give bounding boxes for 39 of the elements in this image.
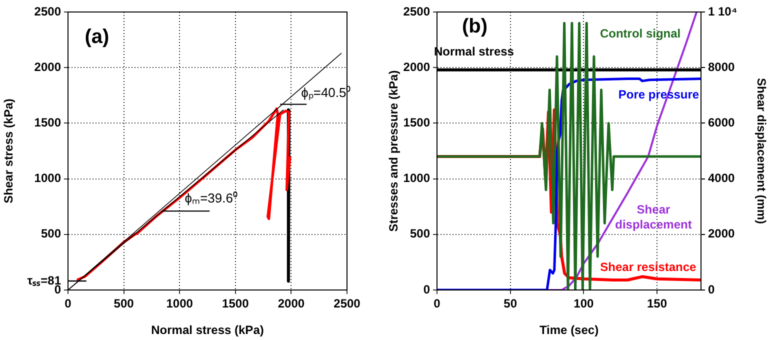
y-tick-label: 2000 [403, 60, 430, 74]
y2-axis-title: Shear displacement (mm) [754, 78, 768, 224]
y2-tick-label: 2000 [708, 226, 736, 241]
x-tick-label: 0 [64, 296, 72, 311]
y-tick-label: 0 [423, 282, 430, 296]
x-tick-label: 0 [434, 296, 441, 311]
x-axis-title: Time (sec) [539, 323, 599, 338]
y2-tick-label: 0 [708, 282, 715, 296]
y-tick-label: 500 [410, 226, 430, 241]
y-tick-label: 1000 [34, 171, 62, 186]
y-tick-label: 2500 [403, 4, 430, 18]
y-tick-label: 1000 [403, 171, 430, 186]
y-axis-title: Stresses and pressure (kPa) [386, 70, 401, 232]
x-tick-label: 50 [504, 296, 518, 311]
x-tick-label: 2500 [334, 296, 361, 311]
y2-tick-label: 1 10⁴ [708, 4, 738, 18]
x-axis-title: Normal stress (kPa) [151, 323, 264, 338]
x-tick-label: 2000 [278, 296, 305, 311]
annotation: (b) [462, 16, 488, 38]
y2-tick-label: 6000 [708, 116, 736, 130]
x-tick-label: 100 [574, 296, 594, 311]
series-label: Control signal [600, 26, 681, 41]
y-tick-label: τₛₛ=81 [27, 273, 62, 288]
series-label: Shear displacement [615, 202, 692, 232]
y-tick-label: 1500 [34, 116, 62, 130]
y2-tick-label: 8000 [708, 60, 736, 74]
y-tick-label: 2500 [34, 4, 62, 18]
annotation: ϕₘ=39.6⁰ [184, 190, 238, 206]
annotation: (a) [84, 26, 110, 48]
y-tick-label: 500 [40, 226, 62, 241]
x-tick-label: 1000 [166, 296, 194, 311]
y-axis-title: Shear stress (kPa) [2, 98, 16, 204]
x-tick-label: 150 [646, 296, 668, 311]
y-tick-label: 1500 [403, 116, 430, 130]
series-label: Shear resistance [600, 260, 697, 274]
y2-tick-label: 4000 [708, 171, 736, 186]
x-tick-label: 1500 [222, 296, 250, 311]
y-tick-label: 2000 [34, 60, 62, 74]
x-tick-label: 500 [114, 296, 134, 311]
